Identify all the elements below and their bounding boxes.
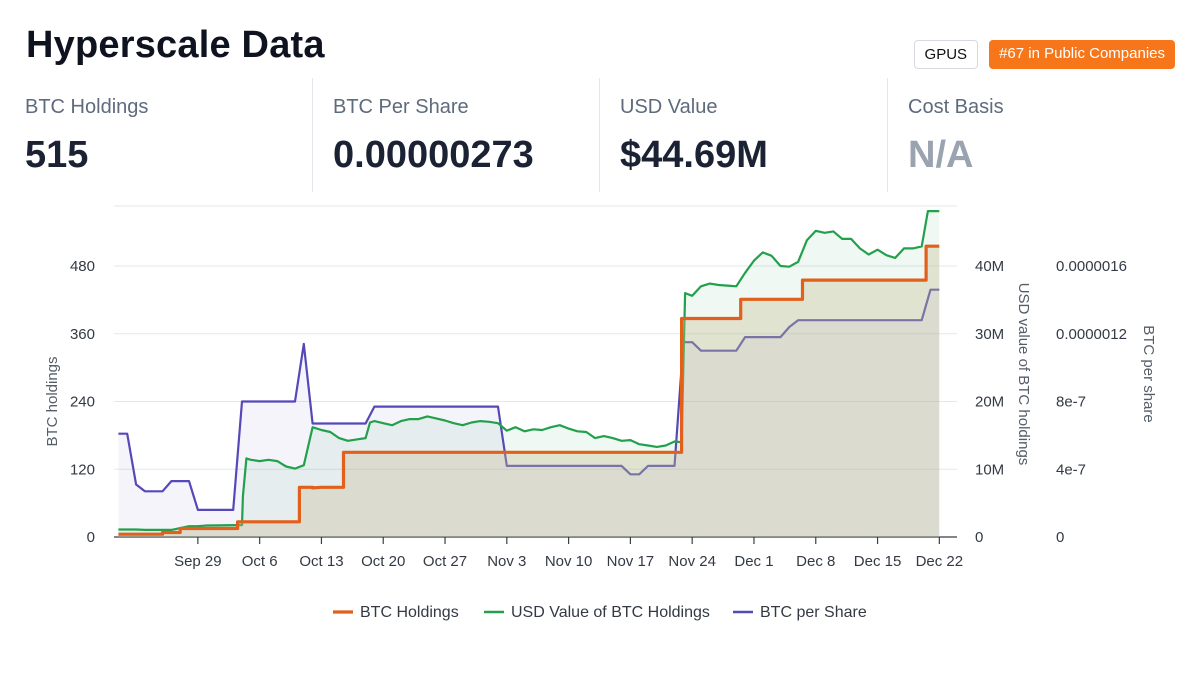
stat-divider	[312, 78, 313, 192]
page-title: Hyperscale Data	[26, 24, 325, 66]
stat-label: Cost Basis	[908, 96, 1004, 118]
stat-usd-value: USD Value $44.69M	[595, 78, 885, 192]
stat-value: N/A	[908, 134, 974, 176]
y-right2-tick-label: 0	[1056, 529, 1064, 546]
btc-holdings-line	[118, 244, 940, 536]
x-tick-label: Dec 22	[916, 553, 964, 570]
x-tick-label: Oct 13	[299, 553, 343, 570]
y-right2-tick-label: 0.0000012	[1056, 326, 1127, 343]
y-right1-tick-label: 40M	[975, 258, 1004, 275]
btc-holdings-chart: 0 0 0 120 10M 4e-7 240 20M 8e-7 360 30M 0.0000012 48…	[44, 205, 1157, 621]
x-tick-label: Oct 6	[242, 553, 278, 570]
y-right2-tick-label: 4e-7	[1056, 461, 1086, 478]
y-right1-tick-label: 10M	[975, 461, 1004, 478]
x-tick-label: Nov 10	[545, 553, 593, 570]
y-right1-tick-label: 0	[975, 529, 983, 546]
stat-value: 0.00000273	[333, 134, 534, 176]
legend-item-btc-holdings: BTC Holdings	[360, 604, 459, 621]
stat-value: $44.69M	[620, 134, 768, 176]
y-left-tick-label: 240	[70, 394, 95, 411]
stats-row: BTC Holdings 515 BTC Per Share 0.0000027…	[0, 78, 1200, 192]
ticker-badge[interactable]: GPUS	[913, 40, 979, 69]
x-tick-label: Nov 3	[487, 553, 526, 570]
y-left-tick-label: 120	[70, 461, 95, 478]
y-right1-axis-title: USD value of BTC holdings	[1015, 283, 1032, 466]
legend-item-usd-value: USD Value of BTC Holdings	[511, 604, 710, 621]
stat-cost-basis: Cost Basis N/A	[883, 78, 1173, 192]
stat-divider	[887, 78, 888, 192]
y-right2-tick-label: 8e-7	[1056, 394, 1086, 411]
x-tick-label: Dec 8	[796, 553, 835, 570]
y-right2-axis-title: BTC per share	[1140, 325, 1157, 423]
stat-label: BTC Per Share	[333, 96, 469, 118]
y-right2-tick-label: 0.0000016	[1056, 258, 1127, 275]
x-tick-label: Oct 20	[361, 553, 405, 570]
usd-value-area	[118, 211, 940, 537]
stat-btc-per-share: BTC Per Share 0.00000273	[308, 78, 598, 192]
stat-label: BTC Holdings	[25, 96, 149, 118]
rank-badge[interactable]: #67 in Public Companies	[989, 40, 1175, 69]
stat-btc-holdings: BTC Holdings 515	[0, 78, 312, 192]
x-tick-label: Nov 24	[668, 553, 716, 570]
x-tick-label: Oct 27	[423, 553, 467, 570]
stat-value: 515	[25, 134, 89, 176]
y-right1-tick-label: 30M	[975, 326, 1004, 343]
legend-item-btc-per-share: BTC per Share	[760, 604, 867, 621]
y-right1-tick-label: 20M	[975, 394, 1004, 411]
y-left-tick-label: 360	[70, 326, 95, 343]
btc-per-share-line	[118, 288, 940, 511]
x-tick-label: Nov 17	[607, 553, 655, 570]
usd-value-line	[118, 210, 940, 531]
y-left-tick-label: 0	[87, 529, 95, 546]
header-badges: GPUS #67 in Public Companies	[913, 40, 1175, 69]
y-left-axis-title: BTC holdings	[44, 356, 61, 446]
x-tick-label: Dec 15	[854, 553, 902, 570]
y-left-tick-label: 480	[70, 258, 95, 275]
stat-divider	[599, 78, 600, 192]
stat-label: USD Value	[620, 96, 718, 118]
x-tick-label: Dec 1	[734, 553, 773, 570]
x-tick-label: Sep 29	[174, 553, 222, 570]
